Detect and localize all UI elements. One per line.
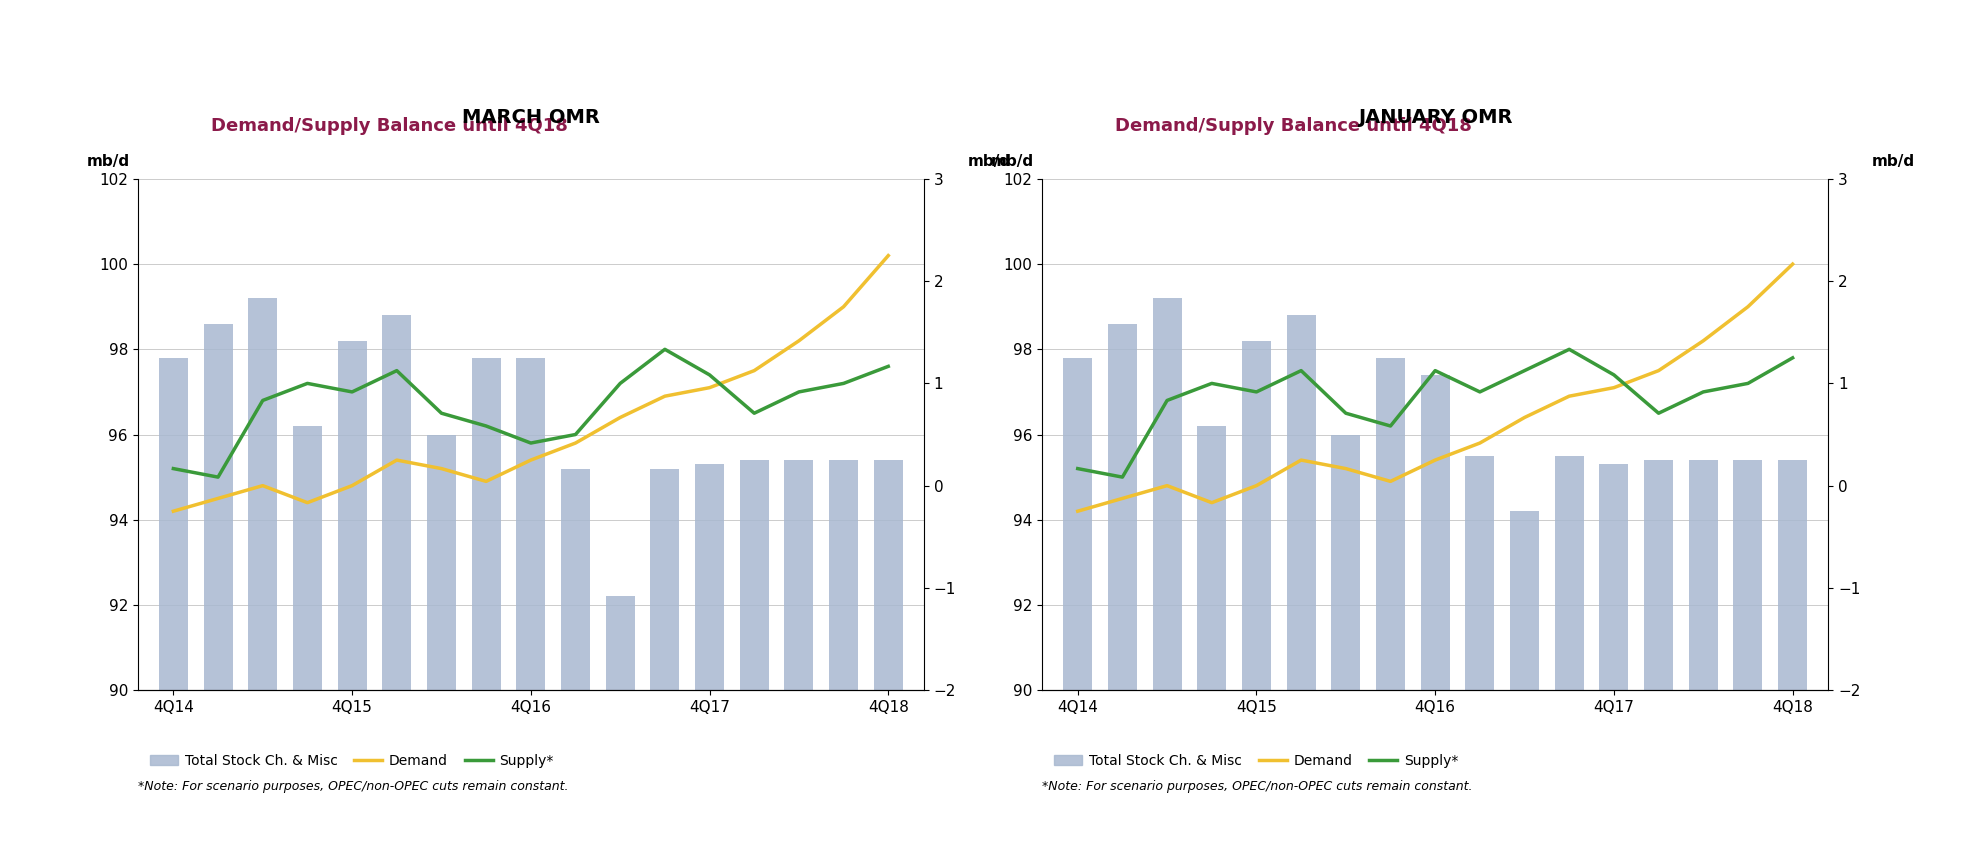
- Bar: [830, 460, 857, 852]
- Bar: [1644, 460, 1673, 852]
- Bar: [293, 426, 322, 852]
- Bar: [1600, 464, 1628, 852]
- Bar: [1510, 511, 1539, 852]
- Bar: [1109, 324, 1136, 852]
- Bar: [1555, 456, 1585, 852]
- Bar: [1064, 358, 1093, 852]
- Legend: Total Stock Ch. & Misc, Demand, Supply*: Total Stock Ch. & Misc, Demand, Supply*: [145, 748, 560, 774]
- Bar: [651, 469, 680, 852]
- Text: mb/d: mb/d: [967, 153, 1011, 169]
- Text: mb/d: mb/d: [1872, 153, 1915, 169]
- Bar: [696, 464, 723, 852]
- Bar: [204, 324, 232, 852]
- Title: JANUARY OMR: JANUARY OMR: [1359, 108, 1512, 127]
- Bar: [338, 341, 366, 852]
- Bar: [1243, 341, 1270, 852]
- Text: Demand/Supply Balance until 4Q18: Demand/Supply Balance until 4Q18: [1115, 118, 1473, 135]
- Text: *Note: For scenario purposes, OPEC/non-OPEC cuts remain constant.: *Note: For scenario purposes, OPEC/non-O…: [138, 780, 568, 792]
- Bar: [784, 460, 814, 852]
- Text: Demand/Supply Balance until 4Q18: Demand/Supply Balance until 4Q18: [210, 118, 568, 135]
- Bar: [1286, 315, 1315, 852]
- Bar: [1376, 358, 1406, 852]
- Text: *Note: For scenario purposes, OPEC/non-OPEC cuts remain constant.: *Note: For scenario purposes, OPEC/non-O…: [1042, 780, 1473, 792]
- Bar: [606, 596, 635, 852]
- Bar: [517, 358, 545, 852]
- Bar: [1197, 426, 1227, 852]
- Bar: [381, 315, 411, 852]
- Bar: [739, 460, 769, 852]
- Bar: [472, 358, 501, 852]
- Bar: [873, 460, 902, 852]
- Bar: [159, 358, 189, 852]
- Bar: [248, 298, 277, 852]
- Bar: [1421, 375, 1449, 852]
- Text: mb/d: mb/d: [87, 153, 130, 169]
- Legend: Total Stock Ch. & Misc, Demand, Supply*: Total Stock Ch. & Misc, Demand, Supply*: [1050, 748, 1465, 774]
- Bar: [1734, 460, 1762, 852]
- Bar: [427, 435, 456, 852]
- Bar: [560, 469, 590, 852]
- Bar: [1152, 298, 1182, 852]
- Bar: [1331, 435, 1360, 852]
- Bar: [1689, 460, 1718, 852]
- Title: MARCH OMR: MARCH OMR: [462, 108, 600, 127]
- Text: mb/d: mb/d: [991, 153, 1034, 169]
- Bar: [1465, 456, 1494, 852]
- Bar: [1777, 460, 1807, 852]
